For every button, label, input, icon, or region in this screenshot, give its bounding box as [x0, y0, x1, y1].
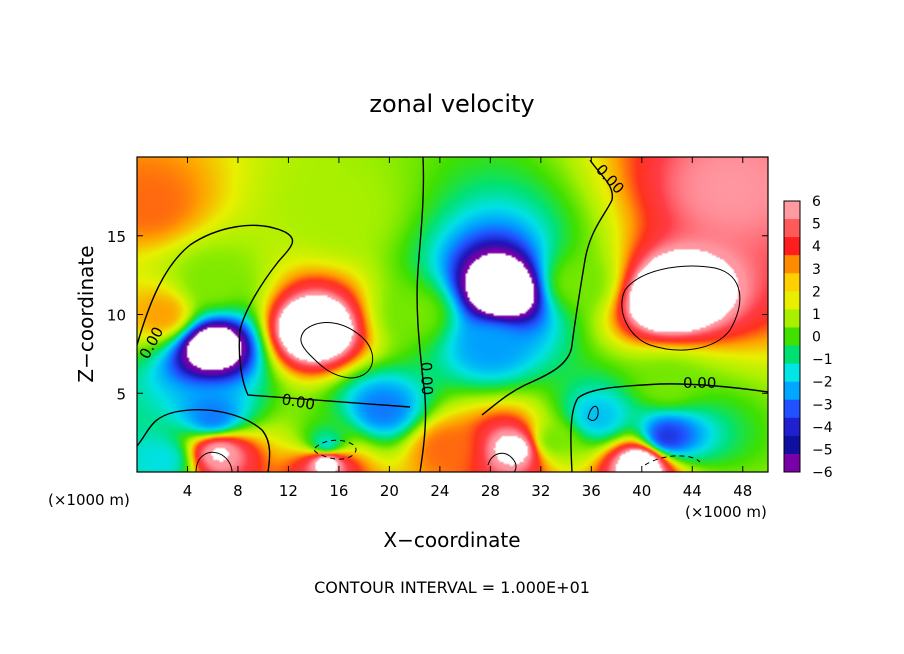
- colorbar-cell: [784, 309, 800, 328]
- colorbar-tick-label: 4: [812, 239, 821, 255]
- x-axis-label: X−coordinate: [383, 528, 520, 552]
- zero-contour-lower-right: [570, 383, 768, 472]
- colorbar-tick-label: 3: [812, 262, 821, 278]
- colorbar-cell: [784, 417, 800, 437]
- colorbar-cell: [784, 435, 800, 455]
- colorbar-cell: [784, 345, 800, 365]
- x-tick-label: 32: [531, 482, 550, 500]
- x-tick-label: 44: [683, 482, 702, 500]
- contour-label: 0.00: [417, 362, 436, 396]
- inner-contour-east: [621, 265, 741, 351]
- colorbar-tick-label: −3: [812, 397, 833, 413]
- colorbar-tick-label: 1: [812, 307, 821, 323]
- velocity-field: [137, 157, 768, 472]
- colorbar-cell: [784, 399, 800, 419]
- colorbar-cell: [784, 219, 800, 238]
- y-axis-label: Z−coordinate: [74, 245, 98, 382]
- colorbar-tick-label: 0: [812, 330, 821, 346]
- colorbar-cells: [784, 201, 800, 472]
- colorbar-tick-label: −6: [812, 465, 833, 481]
- contour-label: 0.00: [280, 390, 316, 414]
- zero-contour-right: [481, 159, 614, 416]
- contour-label: 0.00: [683, 374, 716, 392]
- colorbar-cell: [784, 453, 800, 472]
- colorbar-tick-label: −4: [812, 420, 833, 436]
- inner-contour-low: [195, 451, 233, 472]
- x-tick-label: 20: [380, 482, 399, 500]
- y-tick-label: 15: [107, 228, 126, 246]
- colorbar-cell: [784, 291, 800, 310]
- zero-contours: [137, 157, 768, 472]
- x-tick-label: 24: [430, 482, 449, 500]
- colorbar-frame: [783, 200, 801, 473]
- x-axis-unit-right: (×1000 m): [685, 503, 767, 521]
- y-tick-label: 5: [116, 385, 126, 403]
- x-axis-unit-left: (×1000 m): [48, 491, 130, 509]
- x-tick-label: 28: [481, 482, 500, 500]
- colorbar-cell: [784, 363, 800, 383]
- contour-interval-note: CONTOUR INTERVAL = 1.000E+01: [314, 578, 590, 597]
- colorbar-tick-label: −5: [812, 442, 833, 458]
- x-tick-label: 36: [582, 482, 601, 500]
- zero-contour-lower-left: [137, 409, 271, 472]
- dashed-contour-1: [313, 439, 357, 460]
- colorbar-tick-label: 2: [812, 284, 821, 300]
- x-tick-label: 8: [233, 482, 243, 500]
- x-tick-label: 4: [183, 482, 193, 500]
- colorbar-cell: [784, 327, 800, 347]
- dashed-contour-2: [644, 455, 701, 466]
- colorbar-cell: [784, 273, 800, 292]
- x-tick-label: 48: [733, 482, 752, 500]
- inner-contour-low-2: [487, 452, 517, 472]
- chart-title: zonal velocity: [369, 90, 534, 118]
- colorbar: 6 5 4 3 2 1 0 −1 −2 −3 −4 −5 −6: [783, 194, 833, 481]
- colorbar-cell: [784, 201, 800, 220]
- contour-labels: 0.00 0.00 0.00 0.00 0.00: [136, 161, 717, 414]
- colorbar-labels: 6 5 4 3 2 1 0 −1 −2 −3 −4 −5 −6: [812, 194, 833, 481]
- y-tick-label: 10: [107, 307, 126, 325]
- x-tick-label: 16: [329, 482, 348, 500]
- colorbar-cell: [784, 255, 800, 274]
- colorbar-tick-label: −1: [812, 352, 833, 368]
- colorbar-tick-label: 6: [812, 194, 821, 210]
- colorbar-tick-label: −2: [812, 375, 833, 391]
- x-tick-label: 12: [279, 482, 298, 500]
- plot-area: 0.00 0.00 0.00 0.00 0.00 4 8 12 16 20 24 28 32 3…: [107, 156, 769, 500]
- zero-contour-center: [416, 157, 427, 472]
- colorbar-cell: [784, 237, 800, 256]
- inner-contour-mid: [300, 322, 374, 379]
- zero-contour-left: [137, 224, 411, 408]
- colorbar-tick-label: 5: [812, 217, 821, 233]
- colorbar-cell: [784, 381, 800, 401]
- x-tick-label: 40: [632, 482, 651, 500]
- small-contour-oval: [587, 405, 599, 421]
